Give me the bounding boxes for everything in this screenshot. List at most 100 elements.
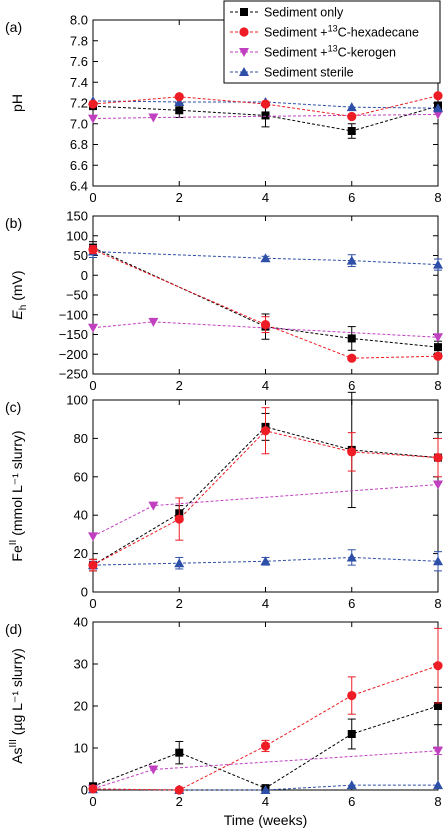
x-tick-label: 8	[434, 794, 441, 809]
data-point	[347, 353, 357, 363]
data-point	[346, 780, 357, 790]
x-tick-label: 8	[434, 596, 441, 611]
data-point	[148, 317, 159, 327]
data-point	[88, 560, 98, 570]
series-line	[92, 750, 439, 790]
y-tick-label: −150	[59, 327, 88, 342]
plot-frame	[92, 215, 439, 375]
data-point	[433, 453, 443, 463]
panel-c: 0 20 40 60 80 100 0 2 4 6 8 (c) FeII (mmol L⁻¹ slurr…	[5, 391, 443, 611]
y-axis-label: Eh (mV)	[9, 270, 29, 319]
series-line	[92, 251, 439, 266]
x-tick-label: 8	[434, 190, 441, 205]
legend-label: Sediment sterile	[264, 66, 354, 80]
legend-label: Sediment +13C-kerogen	[264, 44, 396, 60]
data-point	[433, 259, 443, 269]
legend-entry-sediment_only: Sediment only	[230, 6, 344, 20]
y-tick-label: 0	[81, 783, 88, 798]
legend-box	[223, 0, 441, 84]
data-point	[433, 91, 443, 101]
data-point	[347, 447, 357, 457]
y-tick-label: 20	[74, 699, 88, 714]
legend-marker	[239, 27, 249, 37]
series-hexadecane	[88, 244, 443, 363]
y-axis-label: FeII (mmol L⁻¹ slurry)	[8, 430, 25, 561]
y-tick-label: 30	[74, 657, 88, 672]
series-line	[92, 483, 439, 537]
y-tick-label: −50	[66, 288, 88, 303]
data-point	[434, 702, 442, 710]
legend-label-text: Sediment only	[264, 6, 344, 20]
legend-label-sup: 13	[328, 44, 338, 54]
data-point	[434, 343, 442, 352]
data-point	[88, 532, 98, 542]
data-point	[174, 96, 185, 106]
y-axis-label: AsIII (µg L⁻¹ slurry)	[8, 648, 25, 764]
panel-d: 0 10 20 30 40 0 2 4 6 8 (d) AsIII (µg L⁻¹ slurry)	[5, 615, 443, 809]
data-point	[433, 661, 443, 671]
data-point	[347, 127, 356, 136]
legend-label-text: C-kerogen	[338, 46, 396, 60]
series-sterile	[88, 245, 443, 271]
x-tick-label: 0	[89, 190, 96, 205]
data-point	[346, 102, 357, 112]
panel-label: (a)	[5, 19, 22, 35]
data-point	[433, 556, 443, 566]
panel-label: (d)	[5, 621, 22, 637]
data-point	[433, 333, 443, 343]
x-tick-label: 4	[262, 378, 269, 393]
data-point	[433, 351, 443, 361]
series-hexadecane	[88, 627, 443, 795]
y-tick-label: 7.6	[70, 54, 88, 69]
data-point	[433, 746, 443, 756]
legend-marker	[240, 8, 248, 16]
data-point	[347, 690, 357, 701]
x-tick-label: 6	[348, 596, 355, 611]
series-hexadecane	[88, 91, 443, 122]
y-tick-label: −250	[59, 367, 88, 382]
data-point	[433, 103, 443, 113]
x-tick-label: 2	[176, 378, 183, 393]
data-point	[88, 114, 98, 124]
y-axis-label-main: As	[9, 747, 25, 763]
y-tick-label: 6.8	[70, 137, 88, 152]
legend-label-text: Sediment +	[264, 26, 328, 40]
data-point	[148, 765, 159, 775]
legend-entry-sterile: Sediment sterile	[230, 66, 354, 80]
data-point	[174, 558, 185, 568]
legend-marker	[239, 48, 249, 57]
y-tick-label: 0	[81, 268, 88, 283]
series-hexadecane	[88, 407, 443, 572]
data-point	[347, 111, 357, 122]
panel-label: (c)	[5, 399, 21, 415]
data-point	[260, 556, 271, 566]
y-tick-label: 7.2	[70, 96, 88, 111]
y-axis-label-main: pH	[9, 94, 25, 112]
legend-label-text: C-hexadecane	[338, 26, 419, 40]
series-kerogen	[88, 480, 443, 542]
data-point	[260, 426, 271, 436]
data-point	[148, 501, 159, 511]
y-axis-label-sup: II	[8, 540, 19, 546]
legend-entry-kerogen: Sediment +13C-kerogen	[230, 44, 396, 60]
series-sterile	[88, 549, 443, 572]
x-tick-label: 0	[89, 378, 96, 393]
x-tick-label: 4	[262, 794, 269, 809]
y-tick-label: 7.0	[70, 116, 88, 131]
x-tick-label: 2	[176, 596, 183, 611]
data-point	[88, 784, 98, 794]
y-axis-label-main: E	[9, 310, 25, 320]
y-axis-label-unit: (mV)	[9, 270, 25, 304]
data-point	[433, 110, 443, 120]
legend-marker	[239, 67, 249, 76]
legend-label: Sediment +13C-hexadecane	[264, 24, 419, 40]
x-tick-label: 6	[348, 794, 355, 809]
y-axis-label-sub: h	[18, 305, 29, 311]
y-tick-label: 100	[66, 393, 88, 408]
data-point	[175, 748, 184, 757]
panel-b: −250 −200 −150 −100 −50 0 50 100 150 0 2 4 6 8 (b) Eh (…	[5, 209, 443, 393]
series-line	[92, 247, 439, 348]
x-tick-label: 4	[262, 190, 269, 205]
data-point	[433, 480, 443, 490]
y-tick-label: 50	[74, 248, 88, 263]
